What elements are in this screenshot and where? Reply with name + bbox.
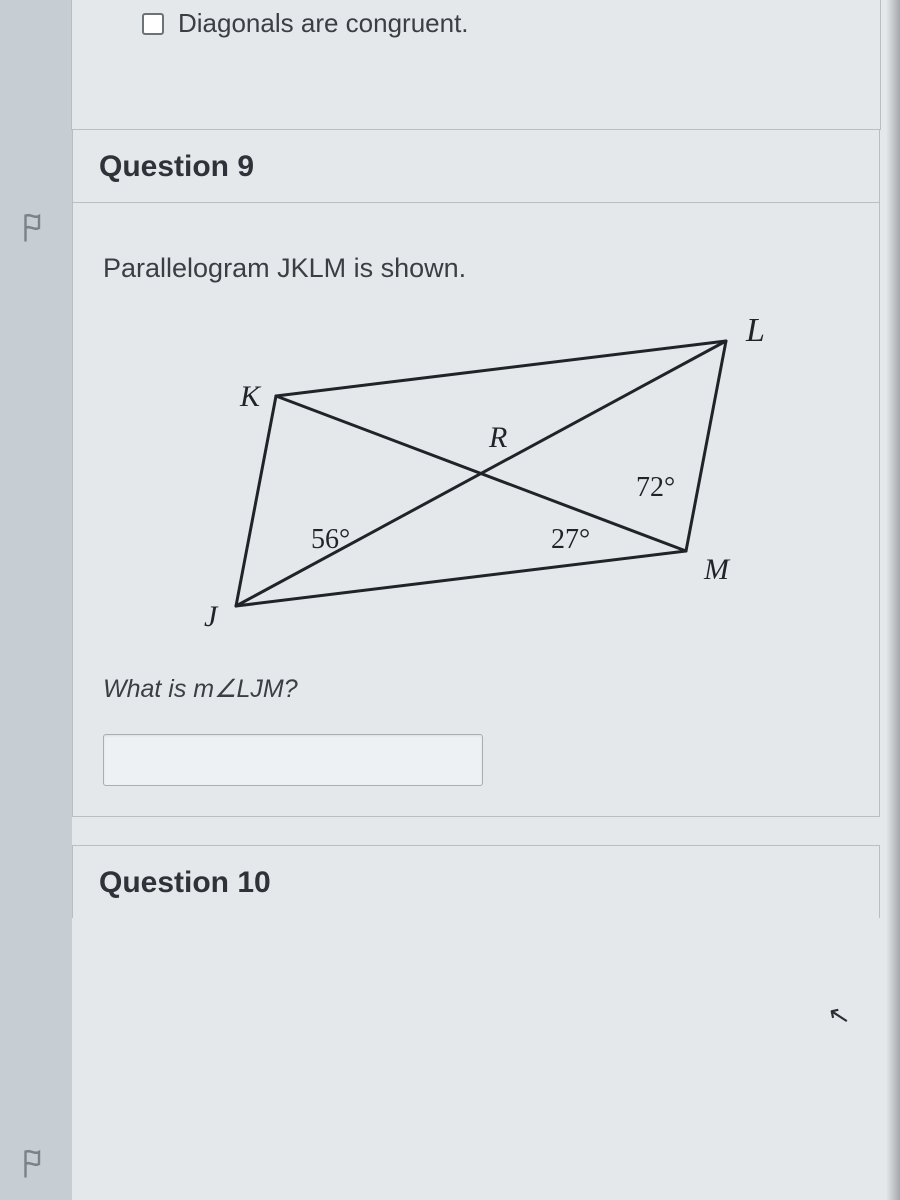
question-10-title: Question 10: [99, 866, 855, 900]
question-9-title: Question 9: [99, 150, 855, 184]
previous-question-tail: Diagonals are congruent.: [71, 0, 881, 130]
diagram-wrap: K L M J R 56° 27° 72°: [103, 316, 849, 646]
question-9-block: Question 9 Parallelogram JKLM is shown. …: [72, 130, 880, 817]
checkbox-icon[interactable]: [142, 13, 164, 35]
flag-icon[interactable]: [18, 1146, 54, 1182]
svg-text:56°: 56°: [311, 524, 350, 555]
answer-input[interactable]: [103, 734, 483, 786]
checkbox-option-row[interactable]: Diagonals are congruent.: [142, 8, 880, 39]
page-shadow: [886, 0, 900, 1200]
quiz-page-container: Diagonals are congruent. Question 9 Para…: [72, 0, 900, 1200]
flag-icon[interactable]: [18, 210, 54, 246]
svg-text:72°: 72°: [636, 472, 675, 503]
svg-text:J: J: [204, 600, 219, 633]
svg-text:R: R: [488, 421, 507, 454]
svg-text:M: M: [703, 553, 731, 586]
svg-text:27°: 27°: [551, 524, 590, 555]
question-10-block: Question 10: [72, 845, 880, 918]
question-9-followup: What is m∠LJM?: [103, 674, 849, 704]
svg-text:L: L: [745, 316, 765, 349]
question-9-prompt: Parallelogram JKLM is shown.: [103, 253, 849, 284]
svg-text:K: K: [239, 380, 262, 413]
question-9-header: Question 9: [73, 130, 879, 203]
parallelogram-diagram: K L M J R 56° 27° 72°: [156, 316, 796, 646]
checkbox-label: Diagonals are congruent.: [178, 8, 469, 39]
question-9-body: Parallelogram JKLM is shown. K L M J R 56° 27°…: [73, 203, 879, 816]
